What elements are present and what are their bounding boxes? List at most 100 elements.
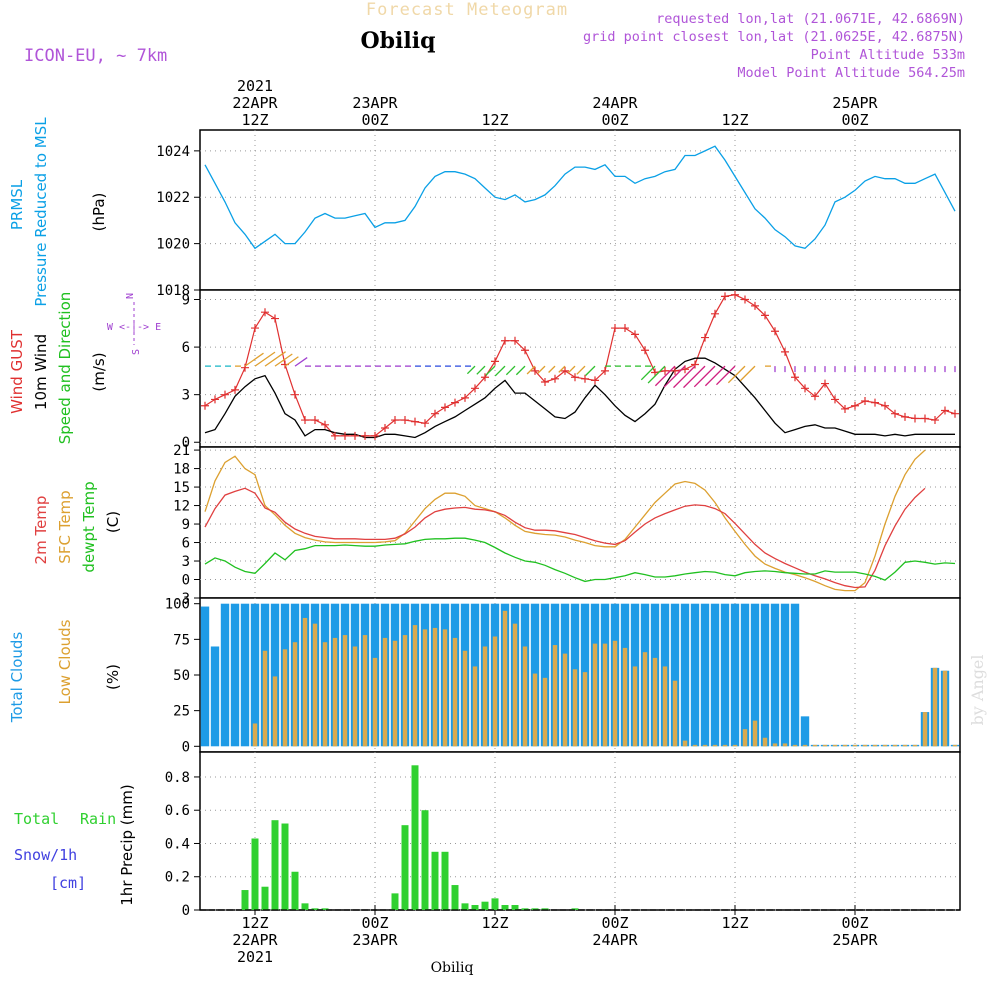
ytick-label: 3 [182,554,190,570]
low-cloud-bar [482,646,488,747]
low-cloud-bar [292,642,298,747]
low-cloud-bar [652,657,658,747]
gust-marker [581,374,589,383]
gust-marker [941,406,949,415]
rain-bar [321,908,329,910]
gust-marker [691,360,699,369]
wind-direction-arrow [716,365,736,386]
gust-marker [451,398,459,407]
low-cloud-bar [632,666,638,747]
ytick-label: 6 [182,536,190,552]
bottom-time-label: 25APR [832,931,878,949]
top-time-label: 00Z [841,111,868,129]
wind-direction-arrow [739,365,756,382]
gust-marker [651,368,659,377]
total-cloud-bar [700,603,710,747]
temp-2m-label: 2m Temp [32,496,50,565]
low-cloud-bar [852,744,858,747]
rain-bar [531,908,539,910]
gust-marker [381,423,389,432]
rain-bar [491,898,499,910]
gust-marker [781,347,789,356]
low-cloud-bar [832,744,838,747]
wind-direction-arrow [244,352,264,367]
low-cloud-bar [592,643,598,747]
top-time-label: 12Z [721,111,748,129]
low-cloud-bar [572,669,578,747]
gust-marker [471,384,479,393]
gust-marker [931,416,939,425]
total-cloud-bar [220,603,230,747]
bottom-time-label: 12Z [721,914,748,932]
gust-marker [601,366,609,375]
panel-frame-2 [199,446,961,599]
low-cloud-bar [342,635,348,747]
gust-marker [671,366,679,375]
rain-bar [501,905,509,910]
rain-bar [401,825,409,910]
ytick-label: 21 [173,443,190,459]
gust-marker [501,336,509,345]
low-cloud-bar [722,744,728,747]
gust-marker [761,311,769,320]
wind-direction-arrow [673,365,696,389]
gust-marker [441,403,449,412]
gust-marker [221,390,229,399]
wind-direction-arrow [466,365,476,375]
gust-marker [481,373,489,382]
rain-bar [481,901,489,910]
low-cloud-bar [322,642,328,747]
low-cloud-bar [272,676,278,747]
low-cloud-bar [312,623,318,747]
gust-marker [631,330,639,339]
gust-marker [701,333,709,342]
gust-marker [201,401,209,410]
gust-marker [391,416,399,425]
gust-line [204,294,956,437]
low-cloud-bar [742,729,748,747]
gust-marker [371,431,379,440]
low-cloud-bar [532,673,538,747]
low-cloud-bar [352,646,358,747]
bottom-time-label: 23APR [352,931,398,949]
panel-4: 0 0.2 0.4 0.6 0.8 [165,751,961,919]
gust-marker [911,414,919,423]
wind-direction-arrow [294,357,308,367]
gust-marker [251,324,259,333]
ytick-label: 50 [173,668,190,684]
wind-direction-arrow [683,365,706,389]
gust-marker [461,393,469,402]
ytick-label: 0.6 [165,803,190,819]
low-cloud-bar [952,744,958,747]
ytick-label: 9 [182,517,190,533]
gust-marker [871,398,879,407]
low-cloud-bar [512,623,518,747]
low-cloud-bar [472,666,478,747]
dewpt-temp-label: dewpt Temp [80,481,98,572]
rain-bar [241,890,249,910]
celsius-unit-label: (C) [104,511,122,533]
ytick-label: 0.8 [165,770,190,786]
rain-bar [511,905,519,910]
gust-marker [611,324,619,333]
total-rain-label: Total [14,810,59,828]
low-cloud-bar [922,712,928,747]
ytick-label: 0 [182,435,190,451]
sfc-temp-label: SFC Temp [56,490,74,563]
bottom-time-label: 2021 [237,948,273,966]
wind-direction-arrow [654,365,676,387]
gust-marker [411,417,419,426]
panel-frame-0 [199,129,961,291]
ytick-label: 0 [182,573,190,589]
total-cloud-bar [720,603,730,747]
rain-bar [451,885,459,910]
total-cloud-bar [800,716,810,747]
gust-marker [551,374,559,383]
gust-marker [891,409,899,418]
wind-direction-arrow [485,365,496,376]
gust-marker [821,379,829,388]
temp-series [204,449,956,592]
gust-marker [541,377,549,386]
gust-marker [511,336,519,345]
ytick-label: 1022 [156,190,190,206]
